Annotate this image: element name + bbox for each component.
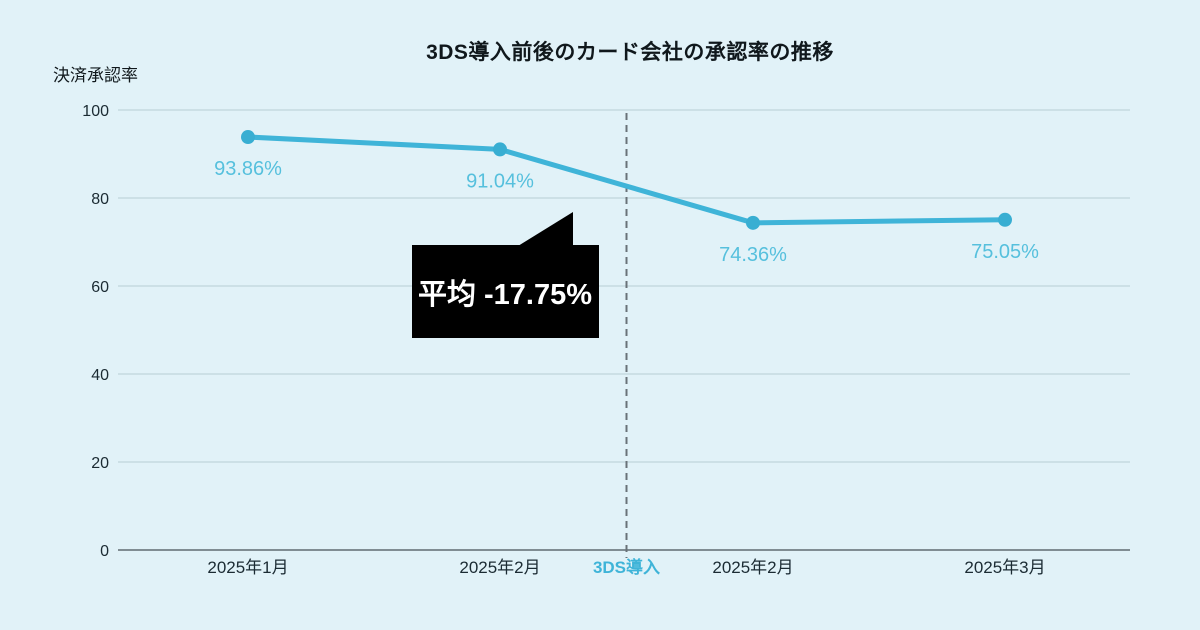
y-tick-label: 60 <box>91 279 109 296</box>
data-point-label: 74.36% <box>719 244 787 266</box>
data-point <box>998 212 1012 227</box>
y-tick-label: 0 <box>100 543 109 560</box>
y-tick-label: 20 <box>91 455 109 472</box>
data-point-label: 93.86% <box>214 158 282 180</box>
data-point <box>241 130 255 145</box>
average-drop-text: 平均 -17.75% <box>418 278 592 311</box>
x-tick-label: 2025年2月 <box>459 558 540 577</box>
y-tick-label: 80 <box>91 191 109 208</box>
callout-tail <box>518 212 573 246</box>
y-tick-label: 40 <box>91 367 109 384</box>
series-line <box>245 134 1008 226</box>
chart-title: 3DS導入前後のカード会社の承認率の推移 <box>426 41 834 64</box>
data-point <box>746 215 760 230</box>
x-tick-label: 2025年1月 <box>207 558 288 577</box>
x-tick-label: 2025年2月 <box>712 558 793 577</box>
data-point-label: 75.05% <box>971 241 1039 263</box>
y-axis-title: 決済承認率 <box>53 66 138 85</box>
3ds-divider-label: 3DS導入 <box>593 557 660 577</box>
data-point <box>493 142 507 157</box>
y-tick-label: 100 <box>82 103 109 120</box>
data-point-label: 91.04% <box>466 170 534 192</box>
average-drop-callout <box>412 245 599 338</box>
x-tick-label: 2025年3月 <box>964 558 1045 577</box>
